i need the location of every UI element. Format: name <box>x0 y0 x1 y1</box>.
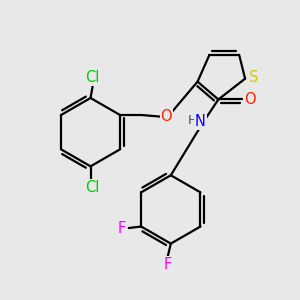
Text: O: O <box>244 92 255 107</box>
Text: F: F <box>118 220 126 236</box>
Text: O: O <box>160 109 172 124</box>
Text: F: F <box>164 257 172 272</box>
Text: Cl: Cl <box>85 180 99 195</box>
Text: Cl: Cl <box>85 70 100 85</box>
Text: H: H <box>187 114 197 127</box>
Text: N: N <box>195 114 206 129</box>
Text: S: S <box>249 70 258 85</box>
